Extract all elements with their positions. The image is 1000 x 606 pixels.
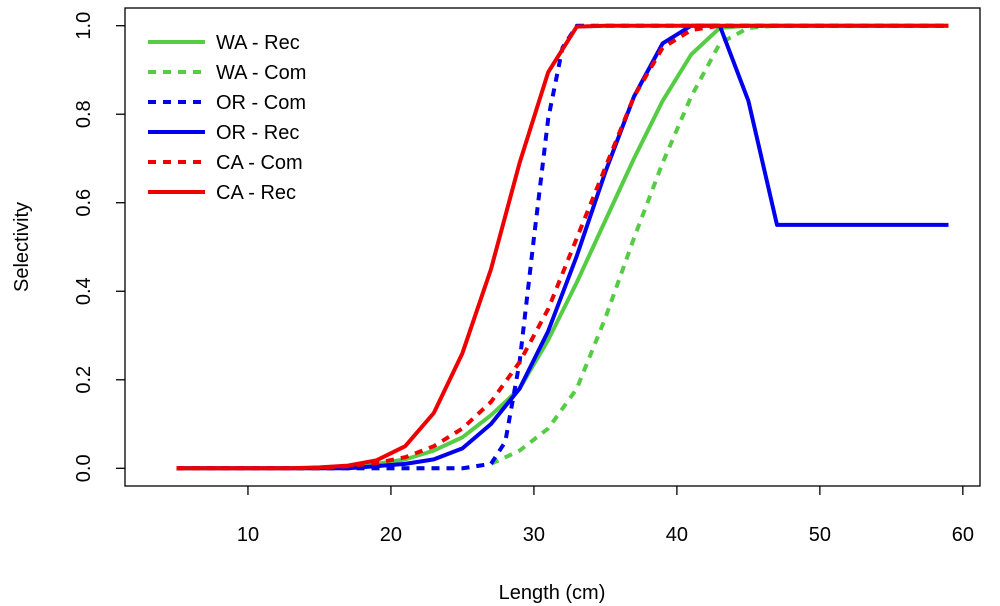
y-axis: 0.0 0.2 0.4 0.6 0.8 1.0 bbox=[73, 12, 125, 482]
series-line-wa-com bbox=[176, 23, 949, 471]
legend-label: OR - Rec bbox=[216, 122, 299, 144]
x-tick-label: 10 bbox=[237, 524, 259, 546]
legend-label: WA - Rec bbox=[216, 32, 300, 54]
y-tick-label: 0.8 bbox=[73, 100, 95, 128]
plot-frame bbox=[124, 7, 981, 487]
series-line-ca-rec bbox=[176, 23, 949, 471]
y-tick-label: 0.2 bbox=[73, 366, 95, 394]
y-tick-label: 0.6 bbox=[73, 189, 95, 217]
legend-label: CA - Com bbox=[216, 152, 303, 174]
legend-label: OR - Com bbox=[216, 92, 306, 114]
y-tick-label: 0.0 bbox=[73, 454, 95, 482]
legend-label: WA - Com bbox=[216, 62, 306, 84]
series-line-or-rec bbox=[176, 23, 949, 471]
legend-label: CA - Rec bbox=[216, 182, 296, 204]
x-axis: 10 20 30 40 50 60 bbox=[237, 486, 974, 546]
x-axis-title: Length (cm) bbox=[499, 582, 606, 604]
x-tick-label: 20 bbox=[380, 524, 402, 546]
y-axis-title: Selectivity bbox=[11, 202, 33, 292]
x-tick-label: 60 bbox=[952, 524, 974, 546]
y-tick-label: 1.0 bbox=[73, 12, 95, 40]
x-tick-label: 50 bbox=[809, 524, 831, 546]
x-tick-label: 40 bbox=[666, 524, 688, 546]
series-line-ca-com bbox=[176, 23, 949, 471]
series-layer bbox=[176, 23, 949, 471]
x-tick-label: 30 bbox=[523, 524, 545, 546]
y-tick-label: 0.4 bbox=[73, 277, 95, 305]
legend: WA - Rec WA - Com OR - Com OR - Rec CA - Com… bbox=[148, 32, 306, 204]
